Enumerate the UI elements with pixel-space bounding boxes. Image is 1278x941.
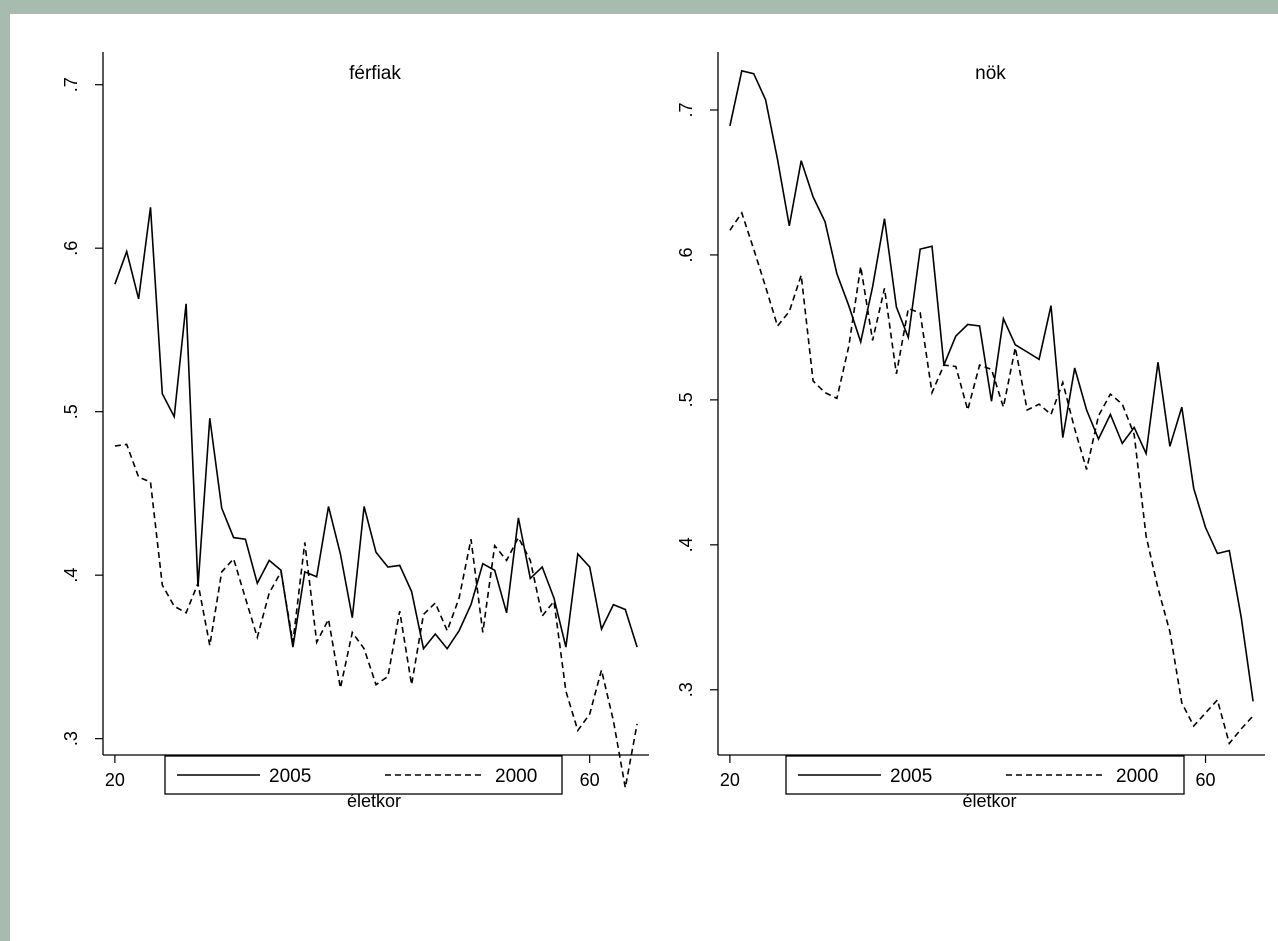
- legend: 2005 2000: [164, 755, 563, 795]
- legend: 2005 2000: [785, 755, 1185, 795]
- x-tick-label: 20: [105, 770, 125, 790]
- legend-label-2000: 2000: [1116, 766, 1158, 787]
- y-tick-label: .4: [676, 537, 696, 552]
- x-tick-label: 60: [580, 770, 600, 790]
- legend-label-2005: 2005: [269, 766, 311, 787]
- y-tick-label: .5: [676, 392, 696, 407]
- x-tick-label: 60: [1196, 770, 1216, 790]
- chart-svg: .3.4.5.6.72030405060életkorférfiak200520…: [61, 52, 1265, 811]
- panel-title: nök: [975, 63, 1006, 84]
- series-line-2005: [729, 69, 1254, 702]
- y-tick-label: .7: [61, 77, 81, 92]
- chart-panel-2: .3.4.5.6.72030405060életkornök20052000: [676, 52, 1265, 811]
- panel-title: férfiak: [349, 63, 401, 84]
- x-axis-label: életkor: [962, 791, 1016, 811]
- y-tick-label: .7: [676, 102, 696, 117]
- series-line-2005: [114, 207, 638, 651]
- y-tick-label: .3: [676, 682, 696, 697]
- legend-label-2000: 2000: [495, 766, 537, 787]
- y-tick-label: .5: [61, 404, 81, 419]
- x-axis-label: életkor: [347, 791, 401, 811]
- y-tick-label: .3: [61, 731, 81, 746]
- series-line-2000: [729, 211, 1254, 746]
- series-line-2000: [114, 443, 638, 788]
- chart-canvas: .3.4.5.6.72030405060életkorférfiak200520…: [10, 14, 1278, 941]
- legend-label-2005: 2005: [890, 766, 932, 787]
- y-tick-label: .6: [61, 241, 81, 256]
- y-tick-label: .4: [61, 568, 81, 583]
- y-tick-label: .6: [676, 247, 696, 262]
- x-tick-label: 20: [720, 770, 740, 790]
- chart-panel-1: .3.4.5.6.72030405060életkorférfiak200520…: [61, 52, 649, 811]
